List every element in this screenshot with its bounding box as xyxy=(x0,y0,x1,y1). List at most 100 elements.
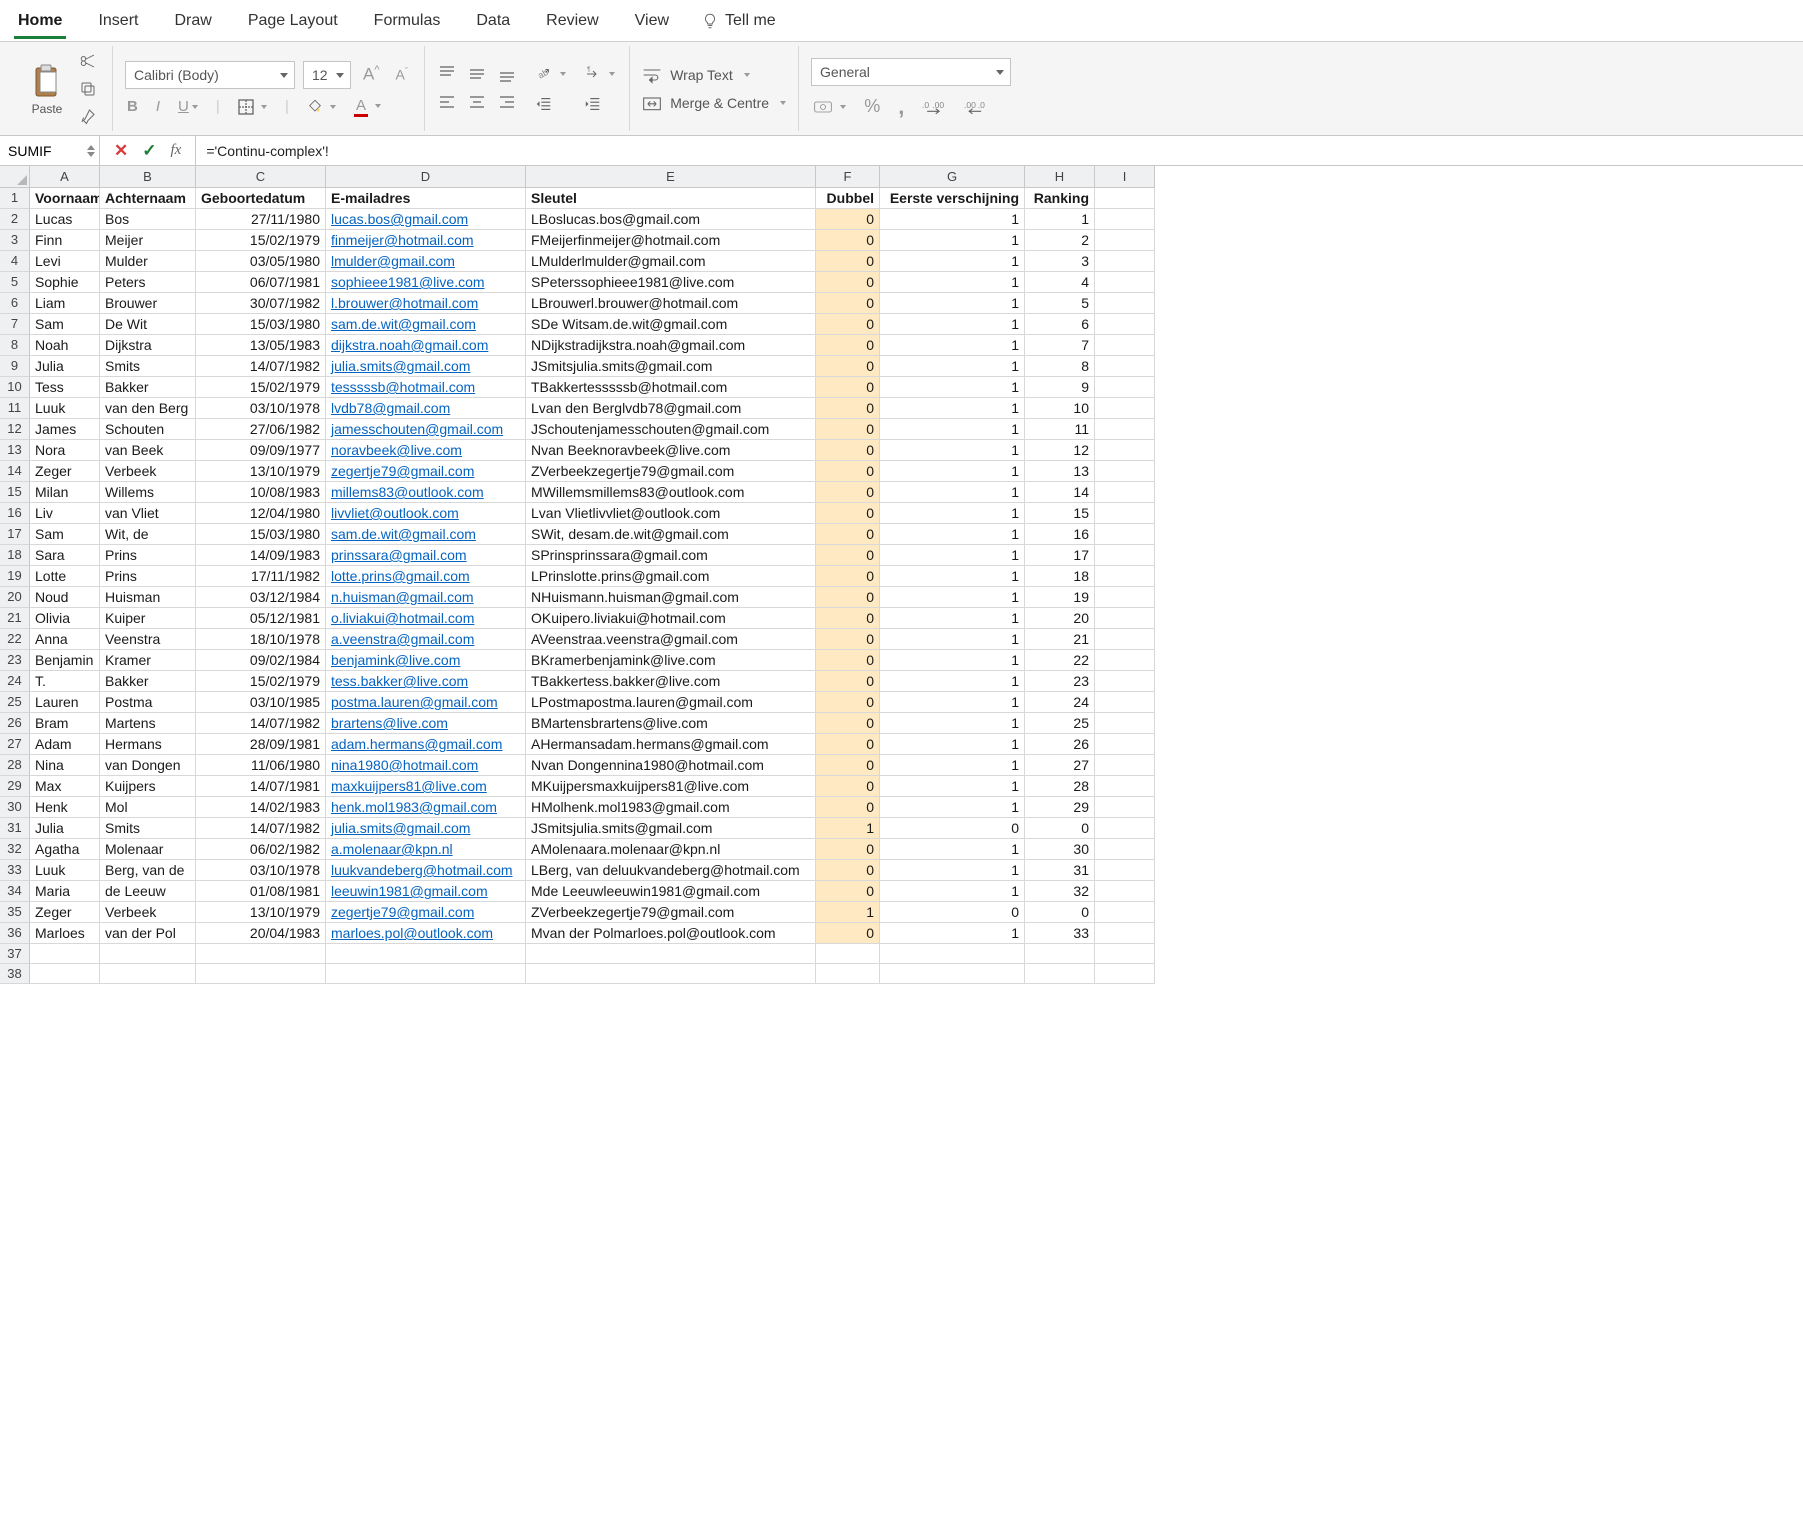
data-cell[interactable]: Lotte xyxy=(30,566,100,587)
data-cell[interactable]: BMartensbrartens@live.com xyxy=(526,713,816,734)
data-cell[interactable] xyxy=(1095,587,1155,608)
data-cell[interactable]: 20/04/1983 xyxy=(196,923,326,944)
data-cell[interactable]: 05/12/1981 xyxy=(196,608,326,629)
email-link[interactable]: leeuwin1981@gmail.com xyxy=(331,883,488,899)
data-cell[interactable]: n.huisman@gmail.com xyxy=(326,587,526,608)
email-link[interactable]: julia.smits@gmail.com xyxy=(331,358,470,374)
email-link[interactable]: finmeijer@hotmail.com xyxy=(331,232,474,248)
data-cell[interactable] xyxy=(1095,860,1155,881)
data-cell[interactable]: 1 xyxy=(880,335,1025,356)
data-cell[interactable] xyxy=(1095,776,1155,797)
data-cell[interactable]: Max xyxy=(30,776,100,797)
data-cell[interactable]: l.brouwer@hotmail.com xyxy=(326,293,526,314)
empty-cell[interactable] xyxy=(196,964,326,984)
email-link[interactable]: noravbeek@live.com xyxy=(331,442,462,458)
data-cell[interactable]: 10/08/1983 xyxy=(196,482,326,503)
data-cell[interactable]: julia.smits@gmail.com xyxy=(326,356,526,377)
email-link[interactable]: tesssssb@hotmail.com xyxy=(331,379,475,395)
decrease-indent-button[interactable] xyxy=(533,95,568,113)
row-header[interactable]: 12 xyxy=(0,419,30,440)
empty-cell[interactable] xyxy=(100,944,196,964)
data-cell[interactable]: LMulderlmulder@gmail.com xyxy=(526,251,816,272)
data-cell[interactable]: 1 xyxy=(880,398,1025,419)
data-cell[interactable]: jamesschouten@gmail.com xyxy=(326,419,526,440)
tab-view[interactable]: View xyxy=(631,4,673,38)
data-cell[interactable]: Mulder xyxy=(100,251,196,272)
data-cell[interactable]: 1 xyxy=(880,293,1025,314)
data-cell[interactable]: 0 xyxy=(880,902,1025,923)
data-cell[interactable]: ZVerbeekzegertje79@gmail.com xyxy=(526,902,816,923)
data-cell[interactable]: 1 xyxy=(880,251,1025,272)
row-header[interactable]: 15 xyxy=(0,482,30,503)
data-cell[interactable]: 1 xyxy=(880,440,1025,461)
row-header[interactable]: 37 xyxy=(0,944,30,964)
data-cell[interactable]: 0 xyxy=(816,335,880,356)
data-cell[interactable]: sam.de.wit@gmail.com xyxy=(326,524,526,545)
row-header[interactable]: 7 xyxy=(0,314,30,335)
increase-decimal-button[interactable]: .0.00 xyxy=(920,99,948,115)
row-header[interactable]: 6 xyxy=(0,293,30,314)
data-cell[interactable]: 7 xyxy=(1025,335,1095,356)
row-header[interactable]: 29 xyxy=(0,776,30,797)
data-cell[interactable]: 14/07/1981 xyxy=(196,776,326,797)
data-cell[interactable]: Kramer xyxy=(100,650,196,671)
data-cell[interactable]: Milan xyxy=(30,482,100,503)
data-cell[interactable]: postma.lauren@gmail.com xyxy=(326,692,526,713)
data-cell[interactable]: luukvandeberg@hotmail.com xyxy=(326,860,526,881)
data-cell[interactable] xyxy=(1095,314,1155,335)
data-cell[interactable]: 1 xyxy=(880,734,1025,755)
data-cell[interactable]: tesssssb@hotmail.com xyxy=(326,377,526,398)
data-cell[interactable]: lmulder@gmail.com xyxy=(326,251,526,272)
data-cell[interactable]: Bakker xyxy=(100,671,196,692)
data-cell[interactable]: 16 xyxy=(1025,524,1095,545)
fill-color-button[interactable] xyxy=(305,98,338,115)
data-cell[interactable]: 1 xyxy=(880,503,1025,524)
data-cell[interactable]: Sophie xyxy=(30,272,100,293)
data-cell[interactable]: 0 xyxy=(880,818,1025,839)
email-link[interactable]: benjamink@live.com xyxy=(331,652,460,668)
header-cell[interactable]: Dubbel xyxy=(816,188,880,209)
data-cell[interactable]: 14/07/1982 xyxy=(196,818,326,839)
data-cell[interactable]: 0 xyxy=(816,398,880,419)
data-cell[interactable]: 28/09/1981 xyxy=(196,734,326,755)
bold-button[interactable]: B xyxy=(125,98,140,115)
align-center-button[interactable] xyxy=(467,92,489,114)
data-cell[interactable]: 0 xyxy=(1025,902,1095,923)
data-cell[interactable]: 15/02/1979 xyxy=(196,671,326,692)
data-cell[interactable]: 18 xyxy=(1025,566,1095,587)
data-cell[interactable] xyxy=(1095,671,1155,692)
data-cell[interactable]: Noah xyxy=(30,335,100,356)
data-cell[interactable]: 28 xyxy=(1025,776,1095,797)
data-cell[interactable]: dijkstra.noah@gmail.com xyxy=(326,335,526,356)
email-link[interactable]: dijkstra.noah@gmail.com xyxy=(331,337,488,353)
data-cell[interactable]: 0 xyxy=(816,839,880,860)
data-cell[interactable]: Veenstra xyxy=(100,629,196,650)
email-link[interactable]: maxkuijpers81@live.com xyxy=(331,778,487,794)
data-cell[interactable] xyxy=(1095,902,1155,923)
email-link[interactable]: sam.de.wit@gmail.com xyxy=(331,526,476,542)
data-cell[interactable]: Anna xyxy=(30,629,100,650)
data-cell[interactable]: 1 xyxy=(816,818,880,839)
data-cell[interactable]: ZVerbeekzegertje79@gmail.com xyxy=(526,461,816,482)
data-cell[interactable] xyxy=(1095,356,1155,377)
empty-cell[interactable] xyxy=(816,964,880,984)
row-header[interactable]: 31 xyxy=(0,818,30,839)
column-header[interactable]: E xyxy=(526,166,816,188)
data-cell[interactable] xyxy=(1095,419,1155,440)
data-cell[interactable]: Finn xyxy=(30,230,100,251)
data-cell[interactable]: Luuk xyxy=(30,398,100,419)
data-cell[interactable]: 1 xyxy=(880,587,1025,608)
data-cell[interactable]: 0 xyxy=(816,209,880,230)
email-link[interactable]: nina1980@hotmail.com xyxy=(331,757,478,773)
data-cell[interactable]: Levi xyxy=(30,251,100,272)
data-cell[interactable]: Julia xyxy=(30,818,100,839)
data-cell[interactable]: adam.hermans@gmail.com xyxy=(326,734,526,755)
data-cell[interactable] xyxy=(1095,629,1155,650)
data-cell[interactable]: JSchoutenjamesschouten@gmail.com xyxy=(526,419,816,440)
data-cell[interactable]: 03/05/1980 xyxy=(196,251,326,272)
data-cell[interactable]: 0 xyxy=(816,881,880,902)
empty-cell[interactable] xyxy=(30,964,100,984)
row-header[interactable]: 8 xyxy=(0,335,30,356)
email-link[interactable]: lucas.bos@gmail.com xyxy=(331,211,468,227)
data-cell[interactable]: LBoslucas.bos@gmail.com xyxy=(526,209,816,230)
